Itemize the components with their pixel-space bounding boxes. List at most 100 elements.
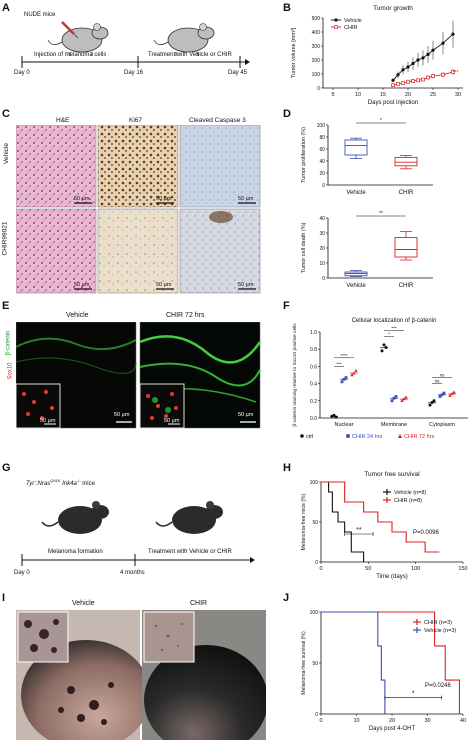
y-tick-label: 400 bbox=[312, 30, 321, 36]
legend-label: CHIR (n=8) bbox=[394, 498, 422, 504]
y-tick-label: 0 bbox=[322, 183, 325, 189]
genotype-part: Tyr::Nras bbox=[26, 481, 51, 487]
data-point bbox=[452, 390, 456, 394]
data-point bbox=[391, 83, 395, 88]
y-tick-label: 200 bbox=[312, 58, 321, 64]
panel-a-step1: Injection of melanoma cells bbox=[34, 52, 107, 58]
mouse-icon bbox=[47, 23, 109, 56]
significance-marker: *** bbox=[391, 325, 397, 330]
he-vehicle-tile bbox=[16, 125, 97, 208]
panel-label-c: C bbox=[2, 108, 10, 120]
data-point bbox=[354, 368, 358, 372]
caspase-chir-tile bbox=[179, 208, 261, 294]
x-tick-label: 5 bbox=[331, 92, 334, 98]
y-tick-label: 10 bbox=[319, 261, 325, 267]
x-tick-label: 40 bbox=[460, 718, 466, 724]
x-tick-label: 50 bbox=[365, 566, 371, 572]
panel-e-col-vehicle: Vehicle bbox=[66, 312, 89, 319]
genotype-sup: -/- bbox=[76, 478, 81, 483]
melanoma-free-survival-chart: 0 10 20 30 40 0 50 100 Days post 4-OHT Melanoma-f… bbox=[301, 610, 466, 732]
significance-marker: **** bbox=[340, 353, 347, 358]
significance-marker: ns bbox=[440, 373, 446, 378]
legend-marker bbox=[398, 434, 402, 438]
scale-label: 50 µm bbox=[74, 196, 90, 202]
panel-a-day16: Day 16 bbox=[124, 70, 144, 76]
panel-label-h: H bbox=[283, 462, 291, 474]
x-tick-label: 100 bbox=[411, 566, 420, 572]
panel-i-col-chir: CHIR bbox=[190, 600, 208, 607]
legend-label: CHIR (n=3) bbox=[424, 620, 452, 626]
genotype-part: mice bbox=[80, 481, 95, 487]
y-axis-label: Tumor cell death (%) bbox=[301, 222, 307, 273]
data-point bbox=[416, 78, 420, 83]
legend-label: Vehicle (n=3) bbox=[424, 628, 456, 634]
legend-marker bbox=[300, 434, 304, 438]
significance-marker: ** bbox=[356, 527, 362, 534]
survival-curve bbox=[321, 611, 386, 714]
panel-a-diagram bbox=[21, 21, 250, 68]
x-tick-label: CHIR bbox=[399, 190, 414, 196]
scale-label: 50 µm bbox=[238, 282, 254, 288]
proliferation-boxplot: 0 20 40 60 80 100 Tumor proliferation (%) Vehic… bbox=[301, 118, 433, 196]
y-tick-label: 40 bbox=[319, 216, 325, 222]
panel-g-step1: Melanoma formation bbox=[48, 549, 103, 555]
x-tick-label: 25 bbox=[430, 92, 436, 98]
marker-sox10: Sox10 bbox=[7, 362, 14, 380]
mouse-icon bbox=[155, 501, 223, 534]
data-point bbox=[404, 395, 408, 399]
genotype-sup: Q61K bbox=[50, 478, 61, 483]
legend-label: CHIR 24 hrs bbox=[352, 434, 383, 440]
scale-label: 50 µm bbox=[238, 412, 254, 418]
x-tick-label: Cytoplasm bbox=[429, 422, 455, 428]
ki67-chir-tile bbox=[97, 208, 179, 294]
significance-marker: *** bbox=[336, 361, 342, 366]
data-point bbox=[396, 81, 400, 86]
p-value: P=0.0246 bbox=[425, 683, 452, 689]
y-tick-label: 0.0 bbox=[310, 416, 317, 422]
data-point bbox=[426, 75, 430, 80]
scale-label: 50 µm bbox=[156, 282, 172, 288]
data-point bbox=[401, 68, 405, 72]
panel-label-f: F bbox=[283, 300, 290, 312]
x-tick-label: 30 bbox=[455, 92, 461, 98]
scale-label: 50 µm bbox=[74, 282, 90, 288]
panel-label-d: D bbox=[283, 108, 291, 120]
y-tick-label: 50 bbox=[312, 520, 318, 526]
y-axis-label: Tumor volume [mm³] bbox=[291, 27, 297, 78]
panel-i-col-vehicle: Vehicle bbox=[72, 600, 95, 607]
legend-label: CHIR 72 hrs bbox=[404, 434, 435, 440]
x-axis-label: Time (days) bbox=[376, 574, 407, 580]
y-tick-label: 0 bbox=[322, 276, 325, 282]
legend-label: CHIR bbox=[344, 25, 357, 31]
mouse-icon bbox=[153, 23, 215, 56]
data-point bbox=[406, 79, 410, 84]
x-tick-label: CHIR bbox=[399, 283, 414, 289]
panel-a-mouse-label: NUDE mice bbox=[24, 12, 56, 18]
legend-label: ctrl bbox=[306, 434, 313, 440]
data-point bbox=[451, 32, 455, 36]
panel-e-col-chir: CHIR 72 hrs bbox=[166, 312, 205, 319]
data-point bbox=[396, 73, 400, 77]
panel-a-day0: Day 0 bbox=[14, 70, 30, 76]
data-point bbox=[416, 58, 420, 62]
significance-marker: * bbox=[380, 118, 382, 124]
data-point bbox=[428, 403, 432, 407]
panel-a-step2: Treatment with Vehicle or CHIR bbox=[148, 52, 232, 58]
significance-marker: *** bbox=[453, 70, 459, 76]
y-tick-label: 30 bbox=[319, 231, 325, 237]
chart-title: Tumor growth bbox=[373, 5, 413, 12]
y-axis-label: Melanoma-free mice (%) bbox=[301, 493, 307, 550]
x-tick-label: 20 bbox=[405, 92, 411, 98]
immunofluorescence-grid bbox=[16, 322, 262, 429]
y-tick-label: 0.2 bbox=[310, 399, 317, 405]
legend-marker bbox=[334, 18, 338, 22]
y-tick-label: 100 bbox=[317, 123, 326, 129]
chart-title: Cellular localization of β-catenin bbox=[352, 318, 437, 324]
legend-marker bbox=[334, 25, 338, 29]
box bbox=[394, 156, 418, 167]
panel-g-step2: Treatment with Vehicle or CHIR bbox=[148, 549, 232, 555]
panel-label-e: E bbox=[2, 300, 10, 312]
y-tick-label: 60 bbox=[319, 147, 325, 153]
panel-label-j: J bbox=[283, 592, 290, 604]
x-axis-label: Days post 4-OHT bbox=[369, 726, 416, 732]
